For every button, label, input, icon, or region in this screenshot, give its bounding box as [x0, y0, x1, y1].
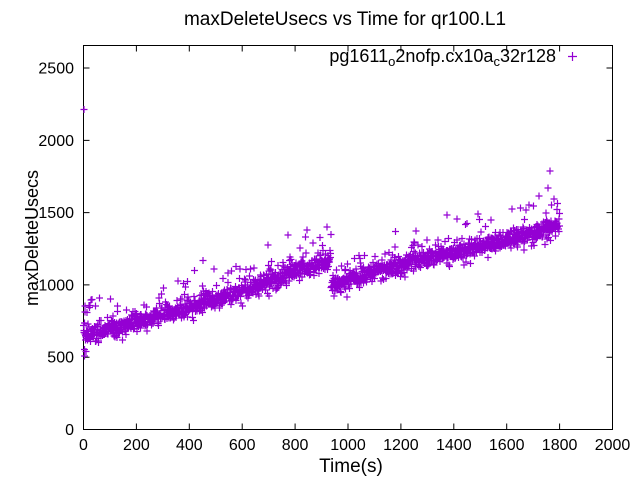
y-tick-label: 1000 — [38, 277, 74, 294]
x-tick-label: 200 — [123, 437, 150, 454]
y-tick-label: 2500 — [38, 61, 74, 78]
x-tick-label: 1600 — [489, 437, 525, 454]
x-axis-tick-labels: 0 200 400 600 800 1000 1200 1400 1600 1800 2000 — [79, 437, 630, 454]
axis-tick-marks — [83, 45, 613, 430]
x-tick-label: 1800 — [542, 437, 578, 454]
y-axis-label: maxDeleteUsecs — [22, 170, 42, 306]
y-axis-tick-labels: 0 500 1000 1500 2000 2500 — [38, 61, 74, 439]
x-tick-label: 0 — [79, 437, 88, 454]
x-tick-label: 1200 — [383, 437, 419, 454]
y-tick-label: 2000 — [38, 133, 74, 150]
x-axis-label: Time(s) — [319, 456, 383, 477]
y-tick-label: 0 — [65, 422, 74, 439]
x-tick-label: 1400 — [436, 437, 472, 454]
x-tick-label: 600 — [229, 437, 256, 454]
legend: pg1611o2nofp.cx10ac32r128 — [329, 46, 577, 69]
chart-title: maxDeleteUsecs vs Time for qr100.L1 — [184, 9, 506, 30]
scatter-points — [80, 106, 563, 360]
y-tick-label: 500 — [47, 350, 74, 367]
legend-plus-marker-icon — [568, 52, 577, 61]
x-tick-label: 2000 — [595, 437, 631, 454]
x-tick-label: 400 — [176, 437, 203, 454]
x-tick-label: 1000 — [330, 437, 366, 454]
x-tick-label: 800 — [282, 437, 309, 454]
legend-label: pg1611o2nofp.cx10ac32r128 — [329, 46, 556, 69]
y-tick-label: 1500 — [38, 205, 74, 222]
